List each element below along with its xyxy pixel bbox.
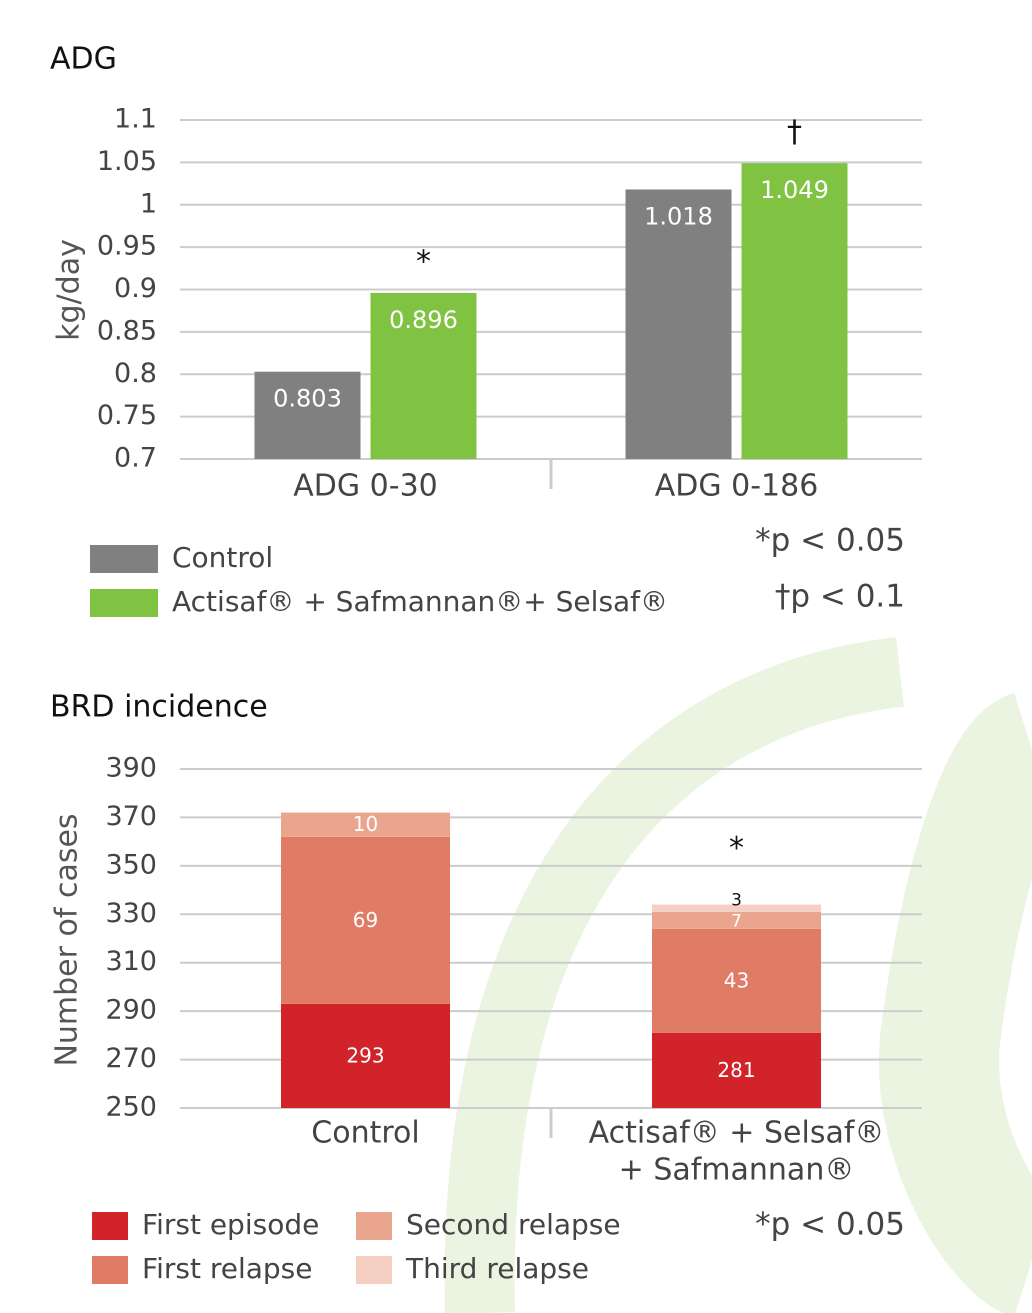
significance-note: *p < 0.05 — [755, 1207, 905, 1243]
y-tick-label: 330 — [105, 898, 157, 929]
y-tick-label: 350 — [105, 849, 157, 880]
y-tick-label: 390 — [105, 753, 157, 784]
legend-swatch — [356, 1212, 392, 1240]
legend-label: Third relapse — [405, 1252, 589, 1285]
background-decoration — [444, 637, 1032, 1313]
bar — [370, 292, 477, 459]
y-tick-label: 250 — [105, 1092, 157, 1123]
legend-label: Actisaf® + Safmannan®+ Selsaf® — [172, 585, 668, 618]
bar-segment — [652, 1032, 821, 1108]
bar-segment — [281, 812, 450, 837]
y-tick-label: 0.7 — [114, 443, 157, 474]
x-tick-label: Control — [311, 1116, 419, 1151]
bar-segment — [652, 928, 821, 1033]
legend-swatch — [90, 545, 158, 573]
bar-segment — [281, 1003, 450, 1108]
annotation: † — [787, 115, 802, 150]
value-label: 10 — [353, 812, 378, 836]
value-label: 281 — [717, 1058, 755, 1082]
bar-segment — [652, 904, 821, 912]
decor-arc — [879, 692, 1032, 1313]
legend-swatch — [90, 589, 158, 617]
y-tick-label: 290 — [105, 995, 157, 1026]
bar — [741, 163, 848, 459]
value-label: 1.018 — [644, 202, 713, 230]
y-tick-label: 370 — [105, 801, 157, 832]
value-label: 293 — [346, 1043, 384, 1067]
bar — [625, 189, 732, 459]
legend-label: Control — [172, 541, 273, 574]
x-tick-label: + Safmannan® — [619, 1153, 855, 1188]
y-tick-label: 0.95 — [97, 231, 157, 262]
x-tick-label: ADG 0-186 — [655, 469, 819, 504]
x-tick-label: Actisaf® + Selsaf® — [589, 1116, 885, 1151]
legend-label: First episode — [142, 1208, 319, 1241]
annotation: * — [416, 244, 431, 279]
bar — [254, 371, 361, 459]
legend-label: First relapse — [142, 1252, 312, 1285]
bar-segment — [281, 836, 450, 1004]
annotation: * — [729, 831, 744, 866]
y-axis-label: Number of cases — [50, 813, 85, 1066]
value-label: 0.896 — [389, 306, 458, 334]
value-label: 3 — [731, 891, 742, 911]
y-tick-label: 1.05 — [97, 146, 157, 177]
y-tick-label: 0.9 — [114, 273, 157, 304]
y-tick-label: 0.8 — [114, 358, 157, 389]
y-tick-label: 270 — [105, 1043, 157, 1074]
x-tick-label: ADG 0-30 — [293, 469, 438, 504]
value-label: 0.803 — [273, 385, 342, 413]
value-label: 69 — [353, 908, 378, 932]
y-tick-label: 0.85 — [97, 315, 157, 346]
y-tick-label: 310 — [105, 946, 157, 977]
legend-label: Second relapse — [406, 1208, 621, 1241]
y-axis-label: kg/day — [52, 239, 87, 341]
y-tick-label: 1 — [140, 188, 157, 219]
chart-title: ADG — [50, 42, 117, 77]
chart-title: BRD incidence — [50, 690, 268, 725]
value-label: 43 — [724, 968, 749, 992]
legend-swatch — [92, 1256, 128, 1284]
bar-segment — [652, 911, 821, 929]
legend-swatch — [356, 1256, 392, 1284]
significance-note: †p < 0.1 — [775, 579, 905, 615]
legend-swatch — [92, 1212, 128, 1240]
value-label: 1.049 — [760, 176, 829, 204]
value-label: 7 — [731, 911, 742, 931]
y-tick-label: 1.1 — [114, 104, 157, 135]
y-tick-label: 0.75 — [97, 400, 157, 431]
decor-arc — [444, 637, 904, 1313]
significance-note: *p < 0.05 — [755, 523, 905, 559]
